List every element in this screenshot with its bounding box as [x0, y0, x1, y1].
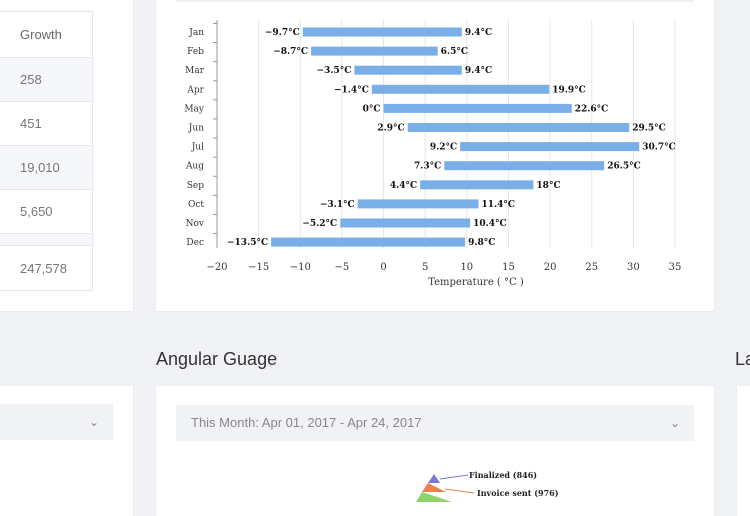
- range-bar: [407, 123, 630, 132]
- category-label: Feb: [187, 47, 204, 57]
- low-value-label: −13.5°C: [227, 238, 268, 248]
- range-bar: [311, 46, 438, 56]
- category-label: Jul: [191, 143, 204, 153]
- high-value-label: 22.6°C: [575, 104, 609, 114]
- high-value-label: 6.5°C: [441, 47, 468, 57]
- range-bar: [357, 199, 479, 209]
- left-bottom-card: ⌄: [0, 386, 133, 516]
- low-value-label: −3.1°C: [320, 200, 355, 210]
- table-spacer: [0, 233, 92, 245]
- funnel-chart: Finalized (846) Invoice sent (976): [416, 470, 559, 502]
- category-label: Jun: [188, 124, 204, 134]
- data-table: Growth 258 451 19,010 5,650 247,578: [0, 11, 93, 291]
- x-tick-label: 15: [502, 262, 515, 273]
- low-value-label: 2.9°C: [377, 124, 404, 134]
- date-range-select[interactable]: This Month: Apr 01, 2017 - Apr 24, 2017 …: [176, 405, 694, 441]
- chevron-down-icon: ⌄: [88, 415, 99, 429]
- x-tick-label: −5: [335, 262, 350, 273]
- x-axis-title: Temperature ( °C ): [428, 277, 524, 288]
- date-range-value: This Month: Apr 01, 2017 - Apr 24, 2017: [191, 415, 422, 430]
- low-value-label: 4.4°C: [390, 181, 417, 191]
- x-tick-label: 5: [422, 262, 428, 273]
- low-value-label: −5.2°C: [302, 219, 337, 229]
- x-tick-label: 20: [544, 262, 557, 273]
- category-label: Mar: [185, 66, 205, 76]
- range-bar: [460, 142, 640, 152]
- high-value-label: 11.4°C: [481, 200, 515, 210]
- low-value-label: −3.5°C: [317, 66, 352, 76]
- funnel-segment-finalized: [428, 474, 440, 483]
- category-label: Apr: [186, 85, 204, 95]
- range-bar: [371, 84, 550, 94]
- gauge-section-title: Angular Guage: [156, 349, 278, 369]
- funnel-segment-invoice: [422, 483, 446, 492]
- x-tick-label: 0: [380, 262, 386, 273]
- table-card: Growth 258 451 19,010 5,650 247,578: [0, 0, 133, 311]
- right-section-title: La: [735, 349, 750, 369]
- category-label: Jan: [188, 28, 204, 38]
- low-value-label: 7.3°C: [414, 162, 441, 172]
- table-cell: 19,010: [0, 145, 92, 189]
- funnel-segment-bottom: [416, 492, 452, 502]
- table-cell: 451: [0, 101, 92, 145]
- low-value-label: −8.7°C: [273, 47, 308, 57]
- low-value-label: 0°C: [363, 104, 381, 114]
- low-value-label: 9.2°C: [430, 143, 457, 153]
- funnel-label-invoice: Invoice sent (976): [477, 488, 559, 498]
- range-bar: [444, 161, 605, 171]
- range-bar: [420, 180, 534, 190]
- x-tick-label: 25: [585, 262, 598, 273]
- x-tick-label: 10: [460, 262, 473, 273]
- chart-card: −20 −15 −10 −5 0 5 10 15 20 25 30 35 Jan −9.7°C 9.4°C F…: [156, 0, 714, 311]
- x-tick-label: 35: [669, 262, 682, 273]
- funnel-leader-line: [444, 488, 475, 494]
- chevron-down-icon: ⌄: [669, 416, 680, 430]
- card-header-strip: [176, 0, 694, 2]
- low-value-label: −9.7°C: [265, 28, 300, 38]
- left-period-select[interactable]: ⌄: [0, 404, 113, 440]
- table-header-growth: Growth: [20, 27, 62, 42]
- high-value-label: 26.5°C: [607, 162, 641, 172]
- funnel-leader-line: [439, 474, 469, 480]
- high-value-label: 29.5°C: [632, 124, 666, 134]
- high-value-label: 19.9°C: [552, 85, 586, 95]
- temperature-range-chart: −20 −15 −10 −5 0 5 10 15 20 25 30 35 Jan −9.7°C 9.4°C F…: [184, 20, 682, 288]
- category-label: Sep: [187, 181, 204, 191]
- right-card: [737, 386, 750, 516]
- range-bar: [383, 103, 572, 113]
- high-value-label: 9.4°C: [465, 28, 492, 38]
- gauge-card: This Month: Apr 01, 2017 - Apr 24, 2017 …: [156, 386, 714, 516]
- x-tick-label: −10: [290, 262, 311, 273]
- category-label: Oct: [188, 200, 204, 210]
- high-value-label: 30.7°C: [642, 143, 676, 153]
- high-value-label: 10.4°C: [473, 219, 507, 229]
- table-total: 247,578: [0, 245, 92, 290]
- high-value-label: 9.8°C: [468, 238, 495, 248]
- range-bar: [354, 65, 462, 75]
- funnel-label-finalized: Finalized (846): [469, 470, 537, 480]
- table-cell: 258: [0, 57, 92, 101]
- table-cell: 5,650: [0, 189, 92, 233]
- x-tick-label: −15: [248, 262, 269, 273]
- category-label: May: [184, 104, 205, 114]
- x-tick-label: 30: [627, 262, 640, 273]
- high-value-label: 9.4°C: [465, 66, 492, 76]
- low-value-label: −1.4°C: [334, 85, 369, 95]
- category-label: Aug: [185, 162, 204, 172]
- category-label: Dec: [186, 238, 204, 248]
- range-bar: [271, 237, 466, 247]
- category-label: Nov: [186, 219, 205, 229]
- high-value-label: 18°C: [536, 181, 560, 191]
- x-tick-label: −20: [206, 262, 227, 273]
- range-bar: [302, 27, 462, 37]
- range-bar: [340, 218, 471, 228]
